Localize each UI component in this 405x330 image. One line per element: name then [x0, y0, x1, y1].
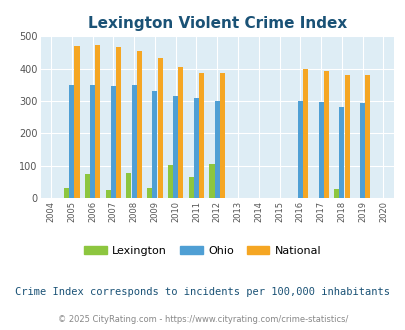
Bar	[220, 73, 224, 198]
Bar	[74, 46, 79, 198]
Bar	[173, 96, 178, 198]
Bar	[178, 67, 183, 198]
Text: © 2025 CityRating.com - https://www.cityrating.com/crime-statistics/: © 2025 CityRating.com - https://www.city…	[58, 315, 347, 324]
Bar	[214, 101, 219, 198]
Bar	[105, 190, 111, 198]
Bar	[188, 177, 193, 198]
Bar	[323, 71, 328, 198]
Bar	[111, 86, 115, 198]
Bar	[344, 75, 349, 198]
Bar	[90, 85, 95, 198]
Bar	[364, 75, 369, 198]
Bar	[302, 69, 307, 198]
Bar	[194, 98, 198, 198]
Bar	[126, 173, 131, 198]
Bar	[209, 164, 214, 198]
Bar	[318, 102, 323, 198]
Bar	[116, 47, 121, 198]
Text: Crime Index corresponds to incidents per 100,000 inhabitants: Crime Index corresponds to incidents per…	[15, 287, 390, 297]
Bar	[157, 58, 162, 198]
Bar	[333, 189, 339, 198]
Bar	[152, 91, 157, 198]
Bar	[359, 103, 364, 198]
Bar	[131, 85, 136, 198]
Title: Lexington Violent Crime Index: Lexington Violent Crime Index	[87, 16, 346, 31]
Bar	[95, 45, 100, 198]
Legend: Lexington, Ohio, National: Lexington, Ohio, National	[80, 241, 325, 260]
Bar	[69, 85, 74, 198]
Bar	[297, 101, 302, 198]
Bar	[168, 165, 173, 198]
Bar	[339, 107, 343, 198]
Bar	[198, 73, 204, 198]
Bar	[64, 188, 69, 198]
Bar	[136, 51, 141, 198]
Bar	[85, 174, 90, 198]
Bar	[147, 188, 152, 198]
